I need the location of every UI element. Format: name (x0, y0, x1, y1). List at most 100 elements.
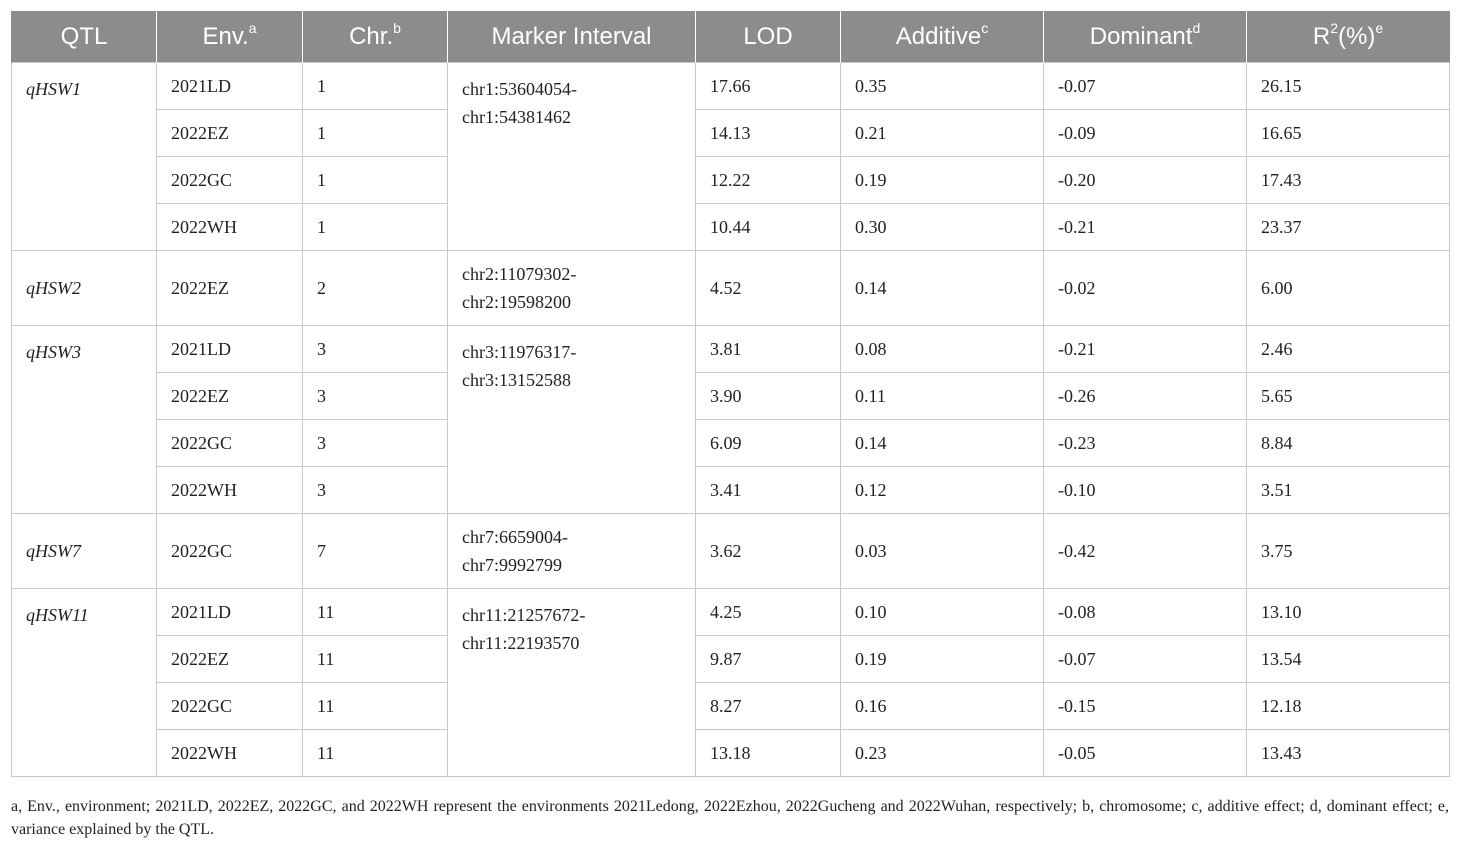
additive-cell: 0.19 (840, 635, 1044, 683)
additive-cell: 0.10 (840, 588, 1044, 636)
qtl-cell: qHSW2 (11, 250, 157, 326)
qtl-cell: qHSW1 (11, 62, 157, 251)
additive-cell: 0.14 (840, 250, 1044, 326)
r2-cell: 5.65 (1246, 372, 1450, 420)
chr-cell: 11 (302, 635, 448, 683)
header-chr: Chr.b (302, 11, 448, 63)
table-row: 2022EZ 11 9.87 0.19 -0.07 13.54 (12, 635, 1450, 683)
lod-cell: 3.81 (695, 325, 841, 373)
env-cell: 2022WH (156, 203, 303, 251)
table-row: 2022WH 3 3.41 0.12 -0.10 3.51 (12, 466, 1450, 514)
dominant-cell: -0.07 (1043, 62, 1247, 110)
table-footnote: a, Env., environment; 2021LD, 2022EZ, 20… (11, 798, 1449, 838)
r2-cell: 23.37 (1246, 203, 1450, 251)
lod-cell: 4.25 (695, 588, 841, 636)
marker-interval-cell: chr7:6659004- chr7:9992799 (447, 513, 696, 589)
lod-cell: 12.22 (695, 156, 841, 204)
additive-cell: 0.11 (840, 372, 1044, 420)
dominant-cell: -0.10 (1043, 466, 1247, 514)
lod-cell: 17.66 (695, 62, 841, 110)
footnote-marker: c (981, 19, 989, 36)
dominant-cell: -0.07 (1043, 635, 1247, 683)
footnote-marker: a (248, 19, 257, 36)
chr-cell: 3 (302, 466, 448, 514)
r2-cell: 12.18 (1246, 682, 1450, 730)
table-row: 2022GC 1 12.22 0.19 -0.20 17.43 (12, 156, 1450, 204)
lod-cell: 9.87 (695, 635, 841, 683)
r2-cell: 8.84 (1246, 419, 1450, 467)
table-row: qHSW7 2022GC 7 chr7:6659004- chr7:9992799… (11, 513, 1450, 589)
dominant-cell: -0.08 (1043, 588, 1247, 636)
chr-cell: 1 (302, 62, 448, 110)
footnote-marker: e (1375, 19, 1384, 36)
chr-cell: 2 (302, 250, 448, 326)
chr-cell: 7 (302, 513, 448, 589)
header-lod: LOD (695, 11, 841, 63)
table-row: qHSW1 2021LD 1 chr1:53604054- chr1:543814… (11, 62, 1450, 251)
additive-cell: 0.21 (840, 109, 1044, 157)
lod-cell: 3.41 (695, 466, 841, 514)
chr-cell: 1 (302, 156, 448, 204)
dominant-cell: -0.05 (1043, 729, 1247, 777)
qtl-cell: qHSW11 (11, 588, 157, 777)
additive-cell: 0.08 (840, 325, 1044, 373)
dominant-cell: -0.23 (1043, 419, 1247, 467)
chr-cell: 11 (302, 682, 448, 730)
qtl-cell: qHSW3 (11, 325, 157, 514)
additive-cell: 0.03 (840, 513, 1044, 589)
additive-cell: 0.30 (840, 203, 1044, 251)
table-row: 2022EZ 1 14.13 0.21 -0.09 16.65 (12, 109, 1450, 157)
footnote-marker: d (1192, 19, 1201, 36)
header-marker-interval: Marker Interval (447, 11, 696, 63)
table-row: qHSW11 2021LD 11 chr11:21257672- chr11:22… (11, 588, 1450, 777)
env-cell: 2022WH (156, 729, 303, 777)
env-cell: 2022GC (156, 156, 303, 204)
chr-cell: 11 (302, 729, 448, 777)
lod-cell: 3.90 (695, 372, 841, 420)
r2-cell: 13.43 (1246, 729, 1450, 777)
env-cell: 2022GC (156, 513, 303, 589)
table-row: qHSW2 2022EZ 2 chr2:11079302- chr2:195982… (11, 250, 1450, 326)
env-cell: 2022EZ (156, 250, 303, 326)
table-body: qHSW1 2021LD 1 chr1:53604054- chr1:543814… (11, 62, 1450, 777)
r2-cell: 16.65 (1246, 109, 1450, 157)
env-cell: 2022EZ (156, 635, 303, 683)
header-qtl: QTL (11, 11, 157, 63)
chr-cell: 1 (302, 109, 448, 157)
lod-cell: 14.13 (695, 109, 841, 157)
env-cell: 2022EZ (156, 109, 303, 157)
dominant-cell: -0.15 (1043, 682, 1247, 730)
marker-interval-cell: chr1:53604054- chr1:54381462 (447, 62, 696, 251)
marker-interval-cell: chr11:21257672- chr11:22193570 (447, 588, 696, 777)
header-env: Env.a (156, 11, 303, 63)
table-row: 2022EZ 3 3.90 0.11 -0.26 5.65 (12, 372, 1450, 420)
footnote-marker: b (393, 19, 401, 36)
dominant-cell: -0.26 (1043, 372, 1247, 420)
qtl-table-container: QTL Env.a Chr.b Marker Interval LOD Addi… (11, 11, 1450, 777)
lod-cell: 13.18 (695, 729, 841, 777)
additive-cell: 0.19 (840, 156, 1044, 204)
env-cell: 2021LD (156, 62, 303, 110)
lod-cell: 10.44 (695, 203, 841, 251)
env-cell: 2022GC (156, 682, 303, 730)
dominant-cell: -0.42 (1043, 513, 1247, 589)
additive-cell: 0.23 (840, 729, 1044, 777)
env-cell: 2021LD (156, 588, 303, 636)
header-dominant: Dominantd (1043, 11, 1247, 63)
chr-cell: 1 (302, 203, 448, 251)
chr-cell: 3 (302, 419, 448, 467)
lod-cell: 8.27 (695, 682, 841, 730)
additive-cell: 0.16 (840, 682, 1044, 730)
r2-cell: 3.51 (1246, 466, 1450, 514)
table-row: 2022WH 1 10.44 0.30 -0.21 23.37 (12, 203, 1450, 251)
header-row: QTL Env.a Chr.b Marker Interval LOD Addi… (11, 11, 1450, 63)
table-row: qHSW3 2021LD 3 chr3:11976317- chr3:131525… (11, 325, 1450, 514)
table-row: 2022GC 3 6.09 0.14 -0.23 8.84 (12, 419, 1450, 467)
additive-cell: 0.14 (840, 419, 1044, 467)
r2-cell: 26.15 (1246, 62, 1450, 110)
dominant-cell: -0.21 (1043, 203, 1247, 251)
env-cell: 2022WH (156, 466, 303, 514)
env-cell: 2022EZ (156, 372, 303, 420)
env-cell: 2022GC (156, 419, 303, 467)
r2-cell: 13.10 (1246, 588, 1450, 636)
